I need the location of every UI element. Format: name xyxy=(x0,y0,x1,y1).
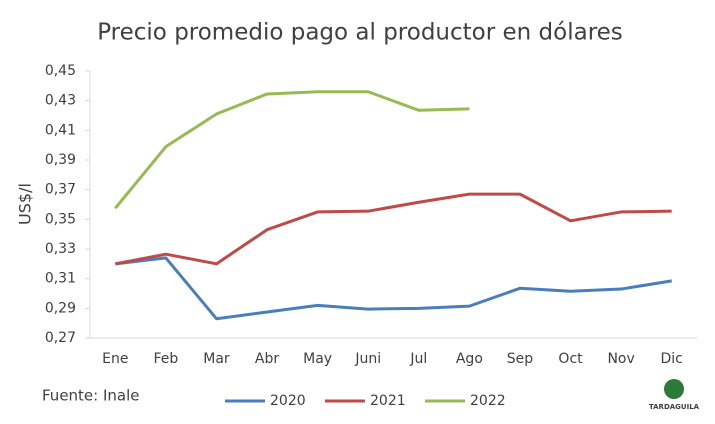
legend-label: 2021 xyxy=(370,393,406,409)
x-tick-label: Mar xyxy=(203,351,230,367)
line-series xyxy=(115,192,672,266)
y-tick-label: 0,37 xyxy=(45,182,76,198)
source: Fuente: Inale xyxy=(42,387,140,405)
legend-label: 2022 xyxy=(470,393,506,409)
x-tick-label: Nov xyxy=(607,351,634,367)
logo: TARDAGUILA xyxy=(649,403,700,411)
x-tick-label: May xyxy=(303,351,332,367)
y-tick-label: 0,45 xyxy=(45,63,76,79)
y-axis-label: US$/l xyxy=(16,183,35,225)
chart-title: Precio promedio pago al productor en dól… xyxy=(97,20,623,46)
x-tick-label: Feb xyxy=(153,351,178,367)
y-tick-label: 0,31 xyxy=(45,271,76,287)
x-tick-label: Ene xyxy=(102,351,128,367)
legend-label: 2020 xyxy=(270,393,306,409)
x-tick-label: Juni xyxy=(354,351,381,367)
x-tick-label: Sep xyxy=(507,351,534,367)
y-tick-label: 0,29 xyxy=(45,300,76,316)
logo-icon xyxy=(664,379,684,399)
y-tick-label: 0,43 xyxy=(45,93,76,109)
x-tick-label: Ago xyxy=(456,351,483,367)
x-tick-label: Dic xyxy=(661,351,683,367)
line-series xyxy=(115,256,672,321)
y-tick-label: 0,39 xyxy=(45,152,76,168)
x-tick-label: Abr xyxy=(255,351,279,367)
y-tick-label: 0,33 xyxy=(45,241,76,257)
y-tick-label: 0,35 xyxy=(45,211,76,227)
y-tick-label: 0,27 xyxy=(45,330,76,346)
x-tick-label: Oct xyxy=(558,351,583,367)
y-tick-label: 0,41 xyxy=(45,122,76,138)
x-tick-label: Jul xyxy=(409,351,427,367)
line-series xyxy=(114,90,470,210)
